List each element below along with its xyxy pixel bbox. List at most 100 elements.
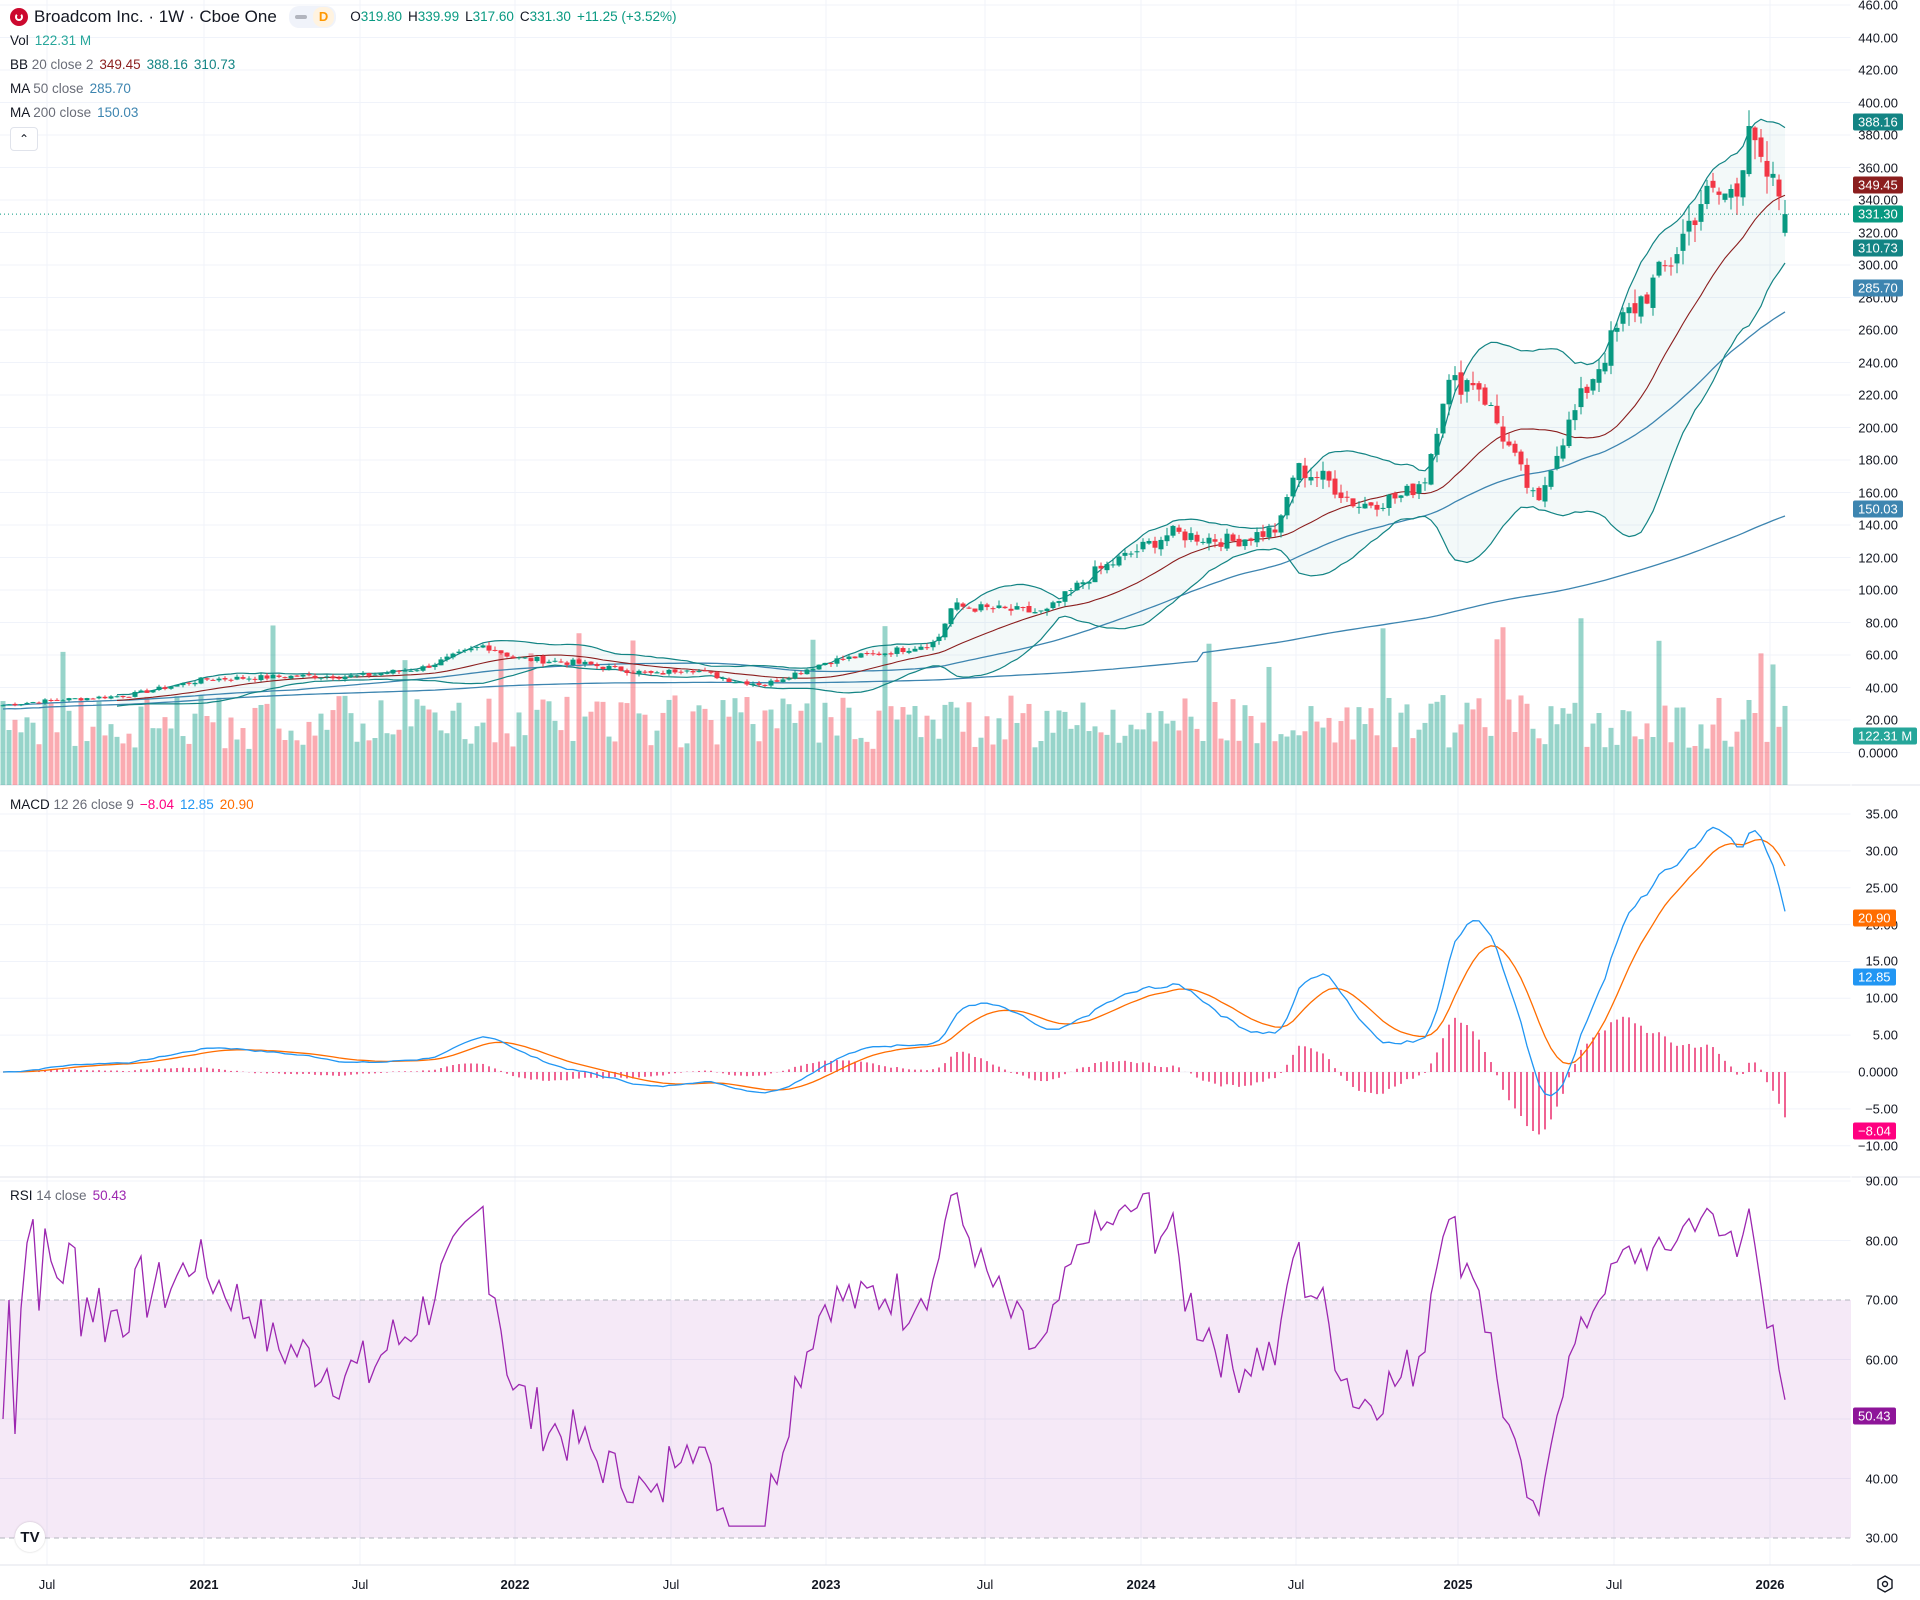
price-axis-tick: 0.0000	[1858, 745, 1898, 760]
rsi-axis-tick: 80.00	[1865, 1233, 1898, 1248]
price-axis-tick: 340.00	[1858, 192, 1898, 208]
broadcom-logo-icon	[10, 8, 28, 26]
price-axis-tick: 40.00	[1865, 680, 1898, 695]
rsi-legend[interactable]: RSI 14 close 50.43	[10, 1187, 126, 1205]
macd-params: 12 26 close 9	[53, 797, 134, 812]
rsi-axis-tick: 70.00	[1865, 1292, 1898, 1308]
ma200-legend[interactable]: MA 200 close 150.03	[10, 104, 138, 122]
macd-axis-tick: 10.00	[1865, 990, 1898, 1006]
tradingview-logo-icon[interactable]: TV	[15, 1522, 45, 1552]
time-axis-label: Jul	[976, 1577, 994, 1592]
price-axis-tick: 20.00	[1865, 712, 1898, 728]
price-tag: 310.73	[1853, 239, 1903, 257]
price-axis-tick: 380.00	[1858, 127, 1898, 143]
price-axis-tick: 240.00	[1858, 355, 1898, 370]
ohlc-values: O319.80 H339.99 L317.60 C331.30 +11.25 (…	[350, 8, 676, 26]
price-axis-tick: 180.00	[1858, 452, 1898, 468]
price-axis-tick: 260.00	[1858, 322, 1898, 338]
chevron-up-icon: ⌃	[18, 132, 30, 146]
delayed-badge: D	[312, 7, 335, 27]
price-tag: 388.16	[1853, 113, 1903, 131]
ma200-label: MA	[10, 105, 30, 120]
symbol-title[interactable]: Broadcom Inc. · 1W · Cboe One	[34, 7, 277, 26]
bb-basis-value: 349.45	[99, 57, 141, 72]
rsi-axis-tick: 40.00	[1865, 1471, 1898, 1486]
minus-icon	[294, 15, 307, 19]
open-label: O	[350, 9, 361, 24]
price-axis-tick: 120.00	[1858, 550, 1898, 565]
macd-line	[2, 826, 1786, 1097]
bb-basis-line	[116, 194, 1786, 701]
price-axis-tick: 460.00	[1858, 0, 1898, 13]
volume-value: 122.31 M	[34, 33, 92, 48]
macd-legend[interactable]: MACD 12 26 close 9 −8.04 12.85 20.90	[10, 796, 254, 814]
macd-axis-tick: 35.00	[1865, 806, 1898, 822]
high-value: 339.99	[417, 9, 460, 24]
ma50-legend[interactable]: MA 50 close 285.70	[10, 80, 131, 98]
low-value: 317.60	[472, 9, 514, 24]
rsi-band	[0, 1300, 1851, 1538]
grid	[0, 0, 1851, 1565]
candles	[0, 110, 1788, 707]
time-axis-label: 2022	[500, 1577, 530, 1592]
macd-tag: −8.04	[1853, 1122, 1896, 1140]
macd-axis-tick: 25.00	[1865, 880, 1898, 896]
price-axis-tick: 440.00	[1858, 30, 1898, 45]
change-value: +11.25 (+3.52%)	[576, 9, 677, 24]
macd-signal-value: 20.90	[219, 797, 254, 812]
time-axis-label: 2023	[811, 1577, 841, 1592]
ma50-line	[2, 311, 1786, 706]
volume-bars	[0, 618, 1788, 785]
macd-hist-value: −8.04	[139, 797, 174, 812]
symbol-legend[interactable]: Broadcom Inc. · 1W · Cboe One D O319.80 …	[10, 6, 677, 28]
open-value: 319.80	[360, 9, 403, 24]
price-tag: 122.31 M	[1853, 727, 1918, 745]
macd-axis-tick: −10.00	[1857, 1138, 1898, 1154]
macd-tag: 20.90	[1853, 909, 1896, 927]
time-axis-label: 2021	[189, 1577, 219, 1592]
ma50-params: 50 close	[33, 81, 84, 96]
macd-histogram	[8, 1016, 1786, 1135]
price-tag: 349.45	[1853, 176, 1903, 194]
price-axis-tick: 60.00	[1865, 647, 1898, 663]
macd-line-value: 12.85	[180, 797, 214, 812]
rsi-tag: 50.43	[1853, 1407, 1896, 1425]
macd-signal-line	[2, 838, 1786, 1091]
bb-legend[interactable]: BB 20 close 2 349.45 388.16 310.73	[10, 56, 235, 74]
price-tag: 150.03	[1853, 500, 1903, 518]
rsi-axis-tick: 30.00	[1865, 1530, 1898, 1546]
time-axis-label: Jul	[38, 1577, 56, 1592]
ma50-label: MA	[10, 81, 30, 96]
time-axis-label: 2024	[1126, 1577, 1156, 1592]
price-axis-tick: 300.00	[1858, 257, 1898, 273]
macd-axis-tick: 15.00	[1865, 953, 1898, 969]
price-axis-tick: 220.00	[1858, 387, 1898, 403]
bb-params: 20 close 2	[31, 57, 94, 72]
time-axis-label: Jul	[662, 1577, 680, 1592]
time-axis-label: 2026	[1755, 1577, 1785, 1592]
bb-upper-value: 388.16	[146, 57, 188, 72]
ma50-value: 285.70	[89, 81, 131, 96]
settings-gear-icon[interactable]	[1876, 1575, 1894, 1593]
rsi-line	[2, 1191, 1786, 1527]
price-axis-tick: 100.00	[1858, 582, 1898, 598]
rsi-params: 14 close	[36, 1188, 87, 1203]
price-axis-tick: 200.00	[1858, 420, 1898, 435]
market-status-pill[interactable]: D	[288, 6, 337, 28]
time-axis-label: Jul	[1287, 1577, 1305, 1592]
bollinger-fill	[117, 119, 1785, 707]
price-axis-tick: 420.00	[1858, 62, 1898, 78]
price-axis-tick: 360.00	[1858, 160, 1898, 175]
price-axis-tick: 140.00	[1858, 517, 1898, 533]
price-axis-tick: 160.00	[1858, 485, 1898, 500]
ma200-value: 150.03	[97, 105, 139, 120]
price-tag: 285.70	[1853, 279, 1903, 297]
bb-label: BB	[10, 57, 29, 72]
ma200-params: 200 close	[33, 105, 92, 120]
low-label: L	[465, 9, 473, 24]
time-axis-label: Jul	[351, 1577, 369, 1592]
collapse-legend-button[interactable]: ⌃	[10, 127, 38, 151]
volume-legend[interactable]: Vol 122.31 M	[10, 32, 91, 50]
macd-label: MACD	[10, 797, 50, 812]
